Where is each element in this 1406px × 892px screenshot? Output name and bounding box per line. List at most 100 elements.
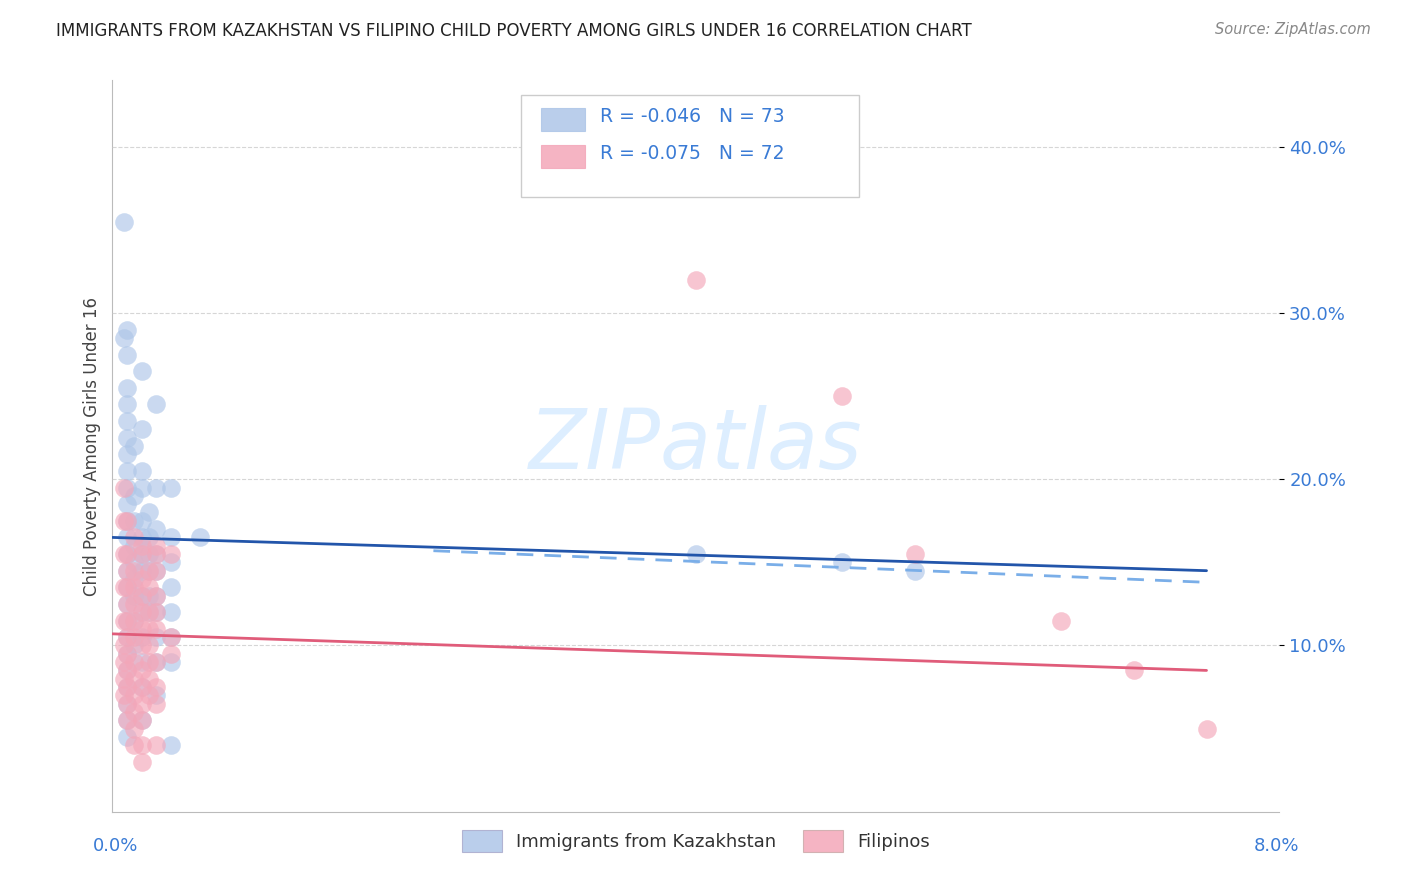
Point [115, 464, 138, 478]
Text: Source: ZipAtlas.com: Source: ZipAtlas.com [1215, 22, 1371, 37]
Point [112, 481, 135, 495]
FancyBboxPatch shape [520, 95, 859, 197]
Point [831, 389, 853, 403]
Point [124, 514, 146, 528]
Point [115, 397, 138, 411]
Point [124, 539, 146, 553]
Point [115, 664, 138, 678]
Point [131, 605, 153, 619]
Point [124, 672, 146, 686]
Point [145, 481, 167, 495]
Point [124, 580, 146, 594]
Point [124, 738, 146, 752]
Point [115, 447, 138, 461]
Text: R = -0.046   N = 73: R = -0.046 N = 73 [600, 107, 785, 127]
Point [115, 697, 138, 711]
Point [112, 689, 135, 703]
Point [112, 614, 135, 628]
Point [160, 605, 183, 619]
Point [1122, 664, 1144, 678]
Point [115, 481, 138, 495]
Point [145, 655, 167, 669]
Point [131, 630, 153, 644]
Point [131, 755, 153, 769]
Text: R = -0.075   N = 72: R = -0.075 N = 72 [600, 144, 785, 163]
Point [131, 364, 153, 378]
Point [138, 580, 160, 594]
Point [138, 506, 160, 520]
Point [115, 547, 138, 561]
Point [112, 655, 135, 669]
Point [145, 680, 167, 694]
Point [160, 630, 183, 644]
Point [124, 597, 146, 611]
Point [131, 622, 153, 636]
Point [124, 489, 146, 503]
Point [131, 714, 153, 728]
Point [138, 589, 160, 603]
Point [115, 347, 138, 362]
Point [115, 497, 138, 511]
Point [124, 630, 146, 644]
Point [115, 431, 138, 445]
Point [115, 597, 138, 611]
Point [138, 655, 160, 669]
Point [145, 697, 167, 711]
Point [115, 597, 138, 611]
Point [904, 564, 927, 578]
Text: 8.0%: 8.0% [1254, 837, 1299, 855]
Point [115, 323, 138, 337]
Point [145, 630, 167, 644]
Point [115, 530, 138, 544]
Point [131, 680, 153, 694]
Point [124, 614, 146, 628]
Point [131, 422, 153, 436]
Point [145, 689, 167, 703]
Point [124, 530, 146, 544]
Point [115, 514, 138, 528]
Point [124, 614, 146, 628]
Y-axis label: Child Poverty Among Girls Under 16: Child Poverty Among Girls Under 16 [83, 296, 101, 596]
Bar [541, 145, 585, 168]
Point [115, 730, 138, 744]
Point [124, 689, 146, 703]
Point [138, 689, 160, 703]
Point [1195, 722, 1218, 736]
Point [124, 572, 146, 586]
Point [160, 555, 183, 569]
Point [115, 381, 138, 395]
Point [145, 738, 167, 752]
Point [124, 555, 146, 569]
Point [115, 647, 138, 661]
Point [160, 580, 183, 594]
Point [112, 672, 135, 686]
Point [131, 464, 153, 478]
Point [112, 580, 135, 594]
Point [115, 664, 138, 678]
Point [131, 589, 153, 603]
Point [115, 630, 138, 644]
Point [145, 397, 167, 411]
Point [112, 639, 135, 653]
Point [131, 514, 153, 528]
Point [188, 530, 211, 544]
Point [131, 639, 153, 653]
Point [160, 630, 183, 644]
Point [115, 414, 138, 428]
Point [145, 564, 167, 578]
Point [160, 547, 183, 561]
Text: 0.0%: 0.0% [93, 837, 138, 855]
Point [115, 564, 138, 578]
Point [685, 547, 707, 561]
Point [831, 555, 853, 569]
Point [138, 547, 160, 561]
Point [124, 639, 146, 653]
Point [131, 572, 153, 586]
Point [145, 539, 167, 553]
Point [145, 589, 167, 603]
Point [124, 722, 146, 736]
Point [145, 655, 167, 669]
Point [685, 273, 707, 287]
Point [115, 614, 138, 628]
Point [112, 547, 135, 561]
